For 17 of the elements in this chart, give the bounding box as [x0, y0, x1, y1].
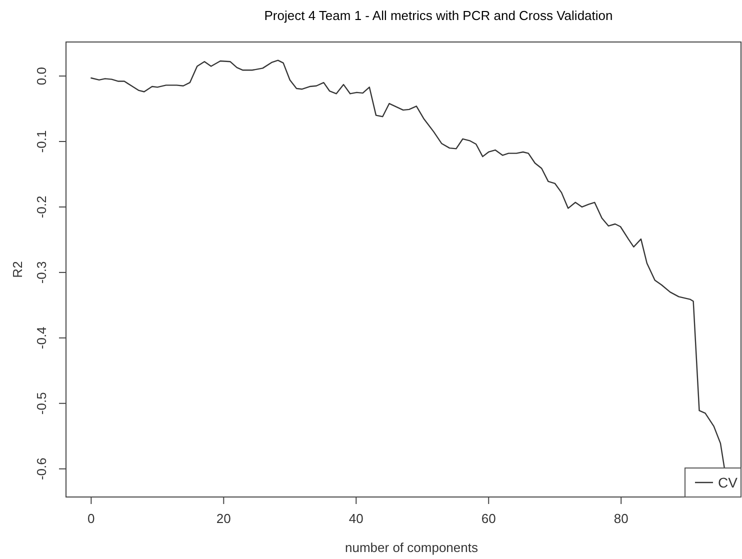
y-tick-label: -0.3 — [34, 261, 49, 284]
y-tick-label: -0.4 — [34, 326, 49, 350]
y-tick-label: -0.2 — [34, 196, 49, 218]
x-tick-label: 40 — [348, 511, 364, 526]
chart-title: Project 4 Team 1 - All metrics with PCR and Cross Validation — [264, 8, 613, 23]
y-tick-label: -0.5 — [34, 392, 49, 415]
y-tick-label: -0.6 — [34, 458, 49, 480]
x-tick-label: 0 — [88, 511, 95, 526]
x-tick-label: 60 — [481, 511, 496, 526]
y-tick-label: -0.1 — [34, 130, 49, 153]
legend-label: CV — [718, 474, 738, 490]
line-series — [90, 60, 726, 469]
x-tick-label: 80 — [614, 511, 628, 526]
y-axis-title: R2 — [10, 261, 25, 278]
y-tick-label: 0.0 — [34, 67, 49, 86]
x-tick-label: 20 — [216, 511, 231, 526]
x-axis-title: number of components — [345, 540, 478, 555]
